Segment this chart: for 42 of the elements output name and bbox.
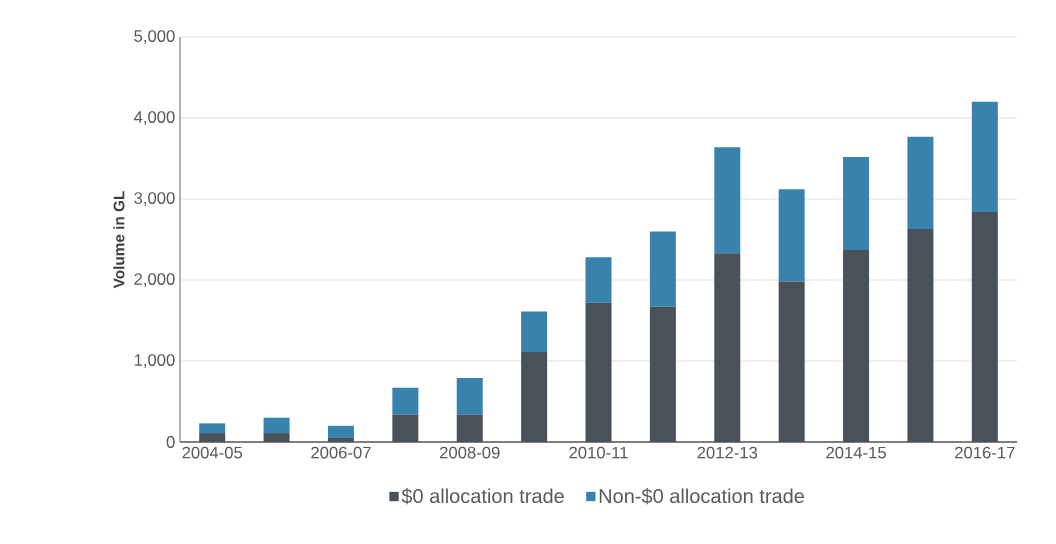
y-tick-label: 5,000 [134,30,175,44]
bar [456,414,483,442]
bar [907,136,934,229]
y-tick-label: 0 [166,436,175,448]
bar [456,378,483,415]
x-tick-label: 2010-11 [569,446,628,459]
x-tick-label: 2014-15 [826,446,886,459]
y-tick-label: 2,000 [134,273,175,287]
bar [714,253,741,442]
legend-label: $0 allocation trade [401,488,564,505]
bar [649,231,676,307]
legend-label: Non-$0 allocation trade [599,488,805,505]
x-tick-label: 2012-13 [697,446,758,459]
bar [521,352,548,442]
y-tick-label: 4,000 [133,111,175,125]
y-axis-title: Volume in GL [113,191,125,289]
bar [263,417,290,434]
x-tick-label: 2016-17 [955,446,1015,459]
bar [199,433,226,442]
y-tick-label: 1,000 [134,354,175,368]
bar [843,156,870,251]
bar [971,101,998,212]
bar [327,425,354,438]
bar [971,211,998,442]
y-tick-label: 3,000 [134,192,175,206]
bar [521,311,548,353]
bar [778,281,805,442]
x-tick-label: 2006-07 [311,446,371,459]
bar [778,189,805,282]
bar [392,414,419,442]
bar [392,387,419,415]
bar [263,433,290,442]
bar [199,423,226,434]
bar [585,257,612,303]
x-tick-label: 2008-09 [439,446,500,459]
bar [714,147,741,254]
x-tick-label: 2004-05 [182,446,243,459]
bar [585,302,612,442]
bar [843,250,870,442]
bar [327,437,354,442]
bar [649,306,676,442]
bar [907,228,934,442]
